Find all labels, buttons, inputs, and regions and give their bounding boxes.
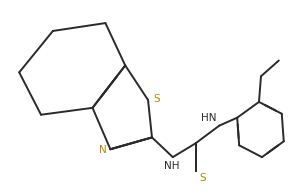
Text: S: S	[153, 94, 160, 104]
Text: S: S	[200, 173, 206, 183]
Text: N: N	[99, 145, 107, 155]
Text: NH: NH	[164, 161, 180, 171]
Text: HN: HN	[201, 113, 216, 123]
